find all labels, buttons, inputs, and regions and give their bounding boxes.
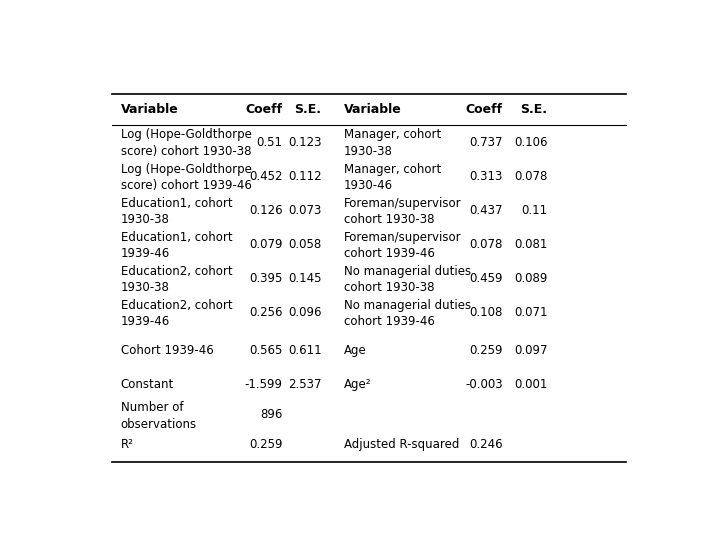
Text: No managerial duties
cohort 1930-38: No managerial duties cohort 1930-38 bbox=[344, 265, 471, 294]
Text: 0.11: 0.11 bbox=[521, 204, 547, 217]
Text: 0.112: 0.112 bbox=[288, 170, 322, 183]
Text: 0.071: 0.071 bbox=[514, 306, 547, 319]
Text: 2.537: 2.537 bbox=[288, 379, 322, 392]
Text: R²: R² bbox=[121, 438, 134, 451]
Text: 0.108: 0.108 bbox=[469, 306, 503, 319]
Text: 896: 896 bbox=[260, 408, 282, 421]
Text: 0.058: 0.058 bbox=[288, 238, 322, 251]
Text: 0.123: 0.123 bbox=[288, 136, 322, 148]
Text: 0.106: 0.106 bbox=[514, 136, 547, 148]
Text: 0.565: 0.565 bbox=[249, 345, 282, 357]
Text: Coeff: Coeff bbox=[466, 103, 503, 116]
Text: 0.126: 0.126 bbox=[249, 204, 282, 217]
Text: 0.51: 0.51 bbox=[256, 136, 282, 148]
Text: 0.081: 0.081 bbox=[514, 238, 547, 251]
Text: Adjusted R-squared: Adjusted R-squared bbox=[344, 438, 459, 451]
Text: 0.256: 0.256 bbox=[249, 306, 282, 319]
Text: 0.395: 0.395 bbox=[249, 272, 282, 285]
Text: Education2, cohort
1939-46: Education2, cohort 1939-46 bbox=[121, 299, 233, 328]
Text: Manager, cohort
1930-46: Manager, cohort 1930-46 bbox=[344, 163, 441, 192]
Text: Age: Age bbox=[344, 345, 366, 357]
Text: Education1, cohort
1930-38: Education1, cohort 1930-38 bbox=[121, 197, 233, 226]
Text: 0.078: 0.078 bbox=[469, 238, 503, 251]
Text: S.E.: S.E. bbox=[521, 103, 547, 116]
Text: Log (Hope-Goldthorpe
score) cohort 1930-38: Log (Hope-Goldthorpe score) cohort 1930-… bbox=[121, 129, 251, 158]
Text: Foreman/supervisor
cohort 1930-38: Foreman/supervisor cohort 1930-38 bbox=[344, 197, 462, 226]
Text: Education1, cohort
1939-46: Education1, cohort 1939-46 bbox=[121, 231, 233, 260]
Text: Age²: Age² bbox=[344, 379, 372, 392]
Text: 0.259: 0.259 bbox=[249, 438, 282, 451]
Text: 0.096: 0.096 bbox=[288, 306, 322, 319]
Text: Variable: Variable bbox=[344, 103, 402, 116]
Text: Variable: Variable bbox=[121, 103, 179, 116]
Text: 0.079: 0.079 bbox=[249, 238, 282, 251]
Text: 0.459: 0.459 bbox=[469, 272, 503, 285]
Text: 0.737: 0.737 bbox=[469, 136, 503, 148]
Text: -0.003: -0.003 bbox=[465, 379, 503, 392]
Text: Coeff: Coeff bbox=[246, 103, 282, 116]
Text: 0.089: 0.089 bbox=[514, 272, 547, 285]
Text: No managerial duties
cohort 1939-46: No managerial duties cohort 1939-46 bbox=[344, 299, 471, 328]
Text: Number of
observations: Number of observations bbox=[121, 401, 197, 431]
Text: 0.452: 0.452 bbox=[249, 170, 282, 183]
Text: 0.145: 0.145 bbox=[288, 272, 322, 285]
Text: 0.246: 0.246 bbox=[469, 438, 503, 451]
Text: 0.001: 0.001 bbox=[514, 379, 547, 392]
Text: 0.437: 0.437 bbox=[469, 204, 503, 217]
Text: 0.611: 0.611 bbox=[288, 345, 322, 357]
Text: 0.073: 0.073 bbox=[288, 204, 322, 217]
Text: -1.599: -1.599 bbox=[245, 379, 282, 392]
Text: Cohort 1939-46: Cohort 1939-46 bbox=[121, 345, 213, 357]
Text: Foreman/supervisor
cohort 1939-46: Foreman/supervisor cohort 1939-46 bbox=[344, 231, 462, 260]
Text: 0.097: 0.097 bbox=[514, 345, 547, 357]
Text: Log (Hope-Goldthorpe
score) cohort 1939-46: Log (Hope-Goldthorpe score) cohort 1939-… bbox=[121, 163, 251, 192]
Text: Education2, cohort
1930-38: Education2, cohort 1930-38 bbox=[121, 265, 233, 294]
Text: S.E.: S.E. bbox=[294, 103, 322, 116]
Text: 0.078: 0.078 bbox=[514, 170, 547, 183]
Text: Manager, cohort
1930-38: Manager, cohort 1930-38 bbox=[344, 129, 441, 158]
Text: Constant: Constant bbox=[121, 379, 174, 392]
Text: 0.313: 0.313 bbox=[469, 170, 503, 183]
Text: 0.259: 0.259 bbox=[469, 345, 503, 357]
